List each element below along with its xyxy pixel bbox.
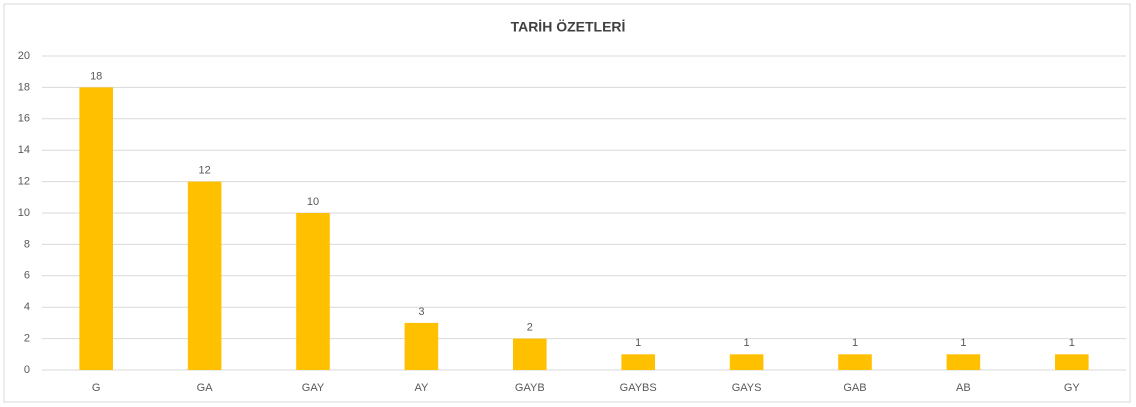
data-label: 1 xyxy=(635,337,641,349)
bar xyxy=(79,87,114,371)
data-label: 12 xyxy=(198,165,210,177)
y-tick-label: 2 xyxy=(24,333,30,345)
data-label: 10 xyxy=(307,196,319,208)
y-tick-label: 18 xyxy=(18,81,30,93)
bar xyxy=(946,354,981,370)
bar xyxy=(296,213,330,370)
chart-title: TARİH ÖZETLERİ xyxy=(511,19,626,35)
y-tick-label: 8 xyxy=(24,238,30,250)
bar xyxy=(729,354,764,370)
bar xyxy=(838,354,872,370)
x-tick-label: GAB xyxy=(843,382,866,394)
bar xyxy=(404,322,439,370)
y-tick-label: 16 xyxy=(18,113,30,125)
data-label: 3 xyxy=(418,306,424,318)
data-label: 18 xyxy=(90,70,102,82)
x-tick-label: GAYS xyxy=(732,382,762,394)
data-label: 1 xyxy=(852,337,858,349)
bar xyxy=(512,338,547,370)
x-tick-label: GA xyxy=(197,382,214,394)
data-label: 1 xyxy=(744,337,750,349)
y-tick-label: 12 xyxy=(18,176,30,188)
bar xyxy=(621,354,656,370)
data-label: 2 xyxy=(527,322,533,334)
x-tick-label: AB xyxy=(956,382,971,394)
x-tick-label: GAY xyxy=(302,382,325,394)
x-tick-label: AY xyxy=(414,382,429,394)
y-tick-label: 6 xyxy=(24,270,30,282)
y-tick-label: 10 xyxy=(18,207,30,219)
y-tick-label: 20 xyxy=(18,50,30,62)
data-label: 1 xyxy=(1069,337,1075,349)
data-label: 1 xyxy=(960,337,966,349)
x-tick-label: GAYB xyxy=(515,382,545,394)
y-tick-label: 14 xyxy=(18,144,30,156)
x-tick-label: GY xyxy=(1064,382,1081,394)
y-tick-label: 0 xyxy=(24,364,30,376)
y-tick-label: 4 xyxy=(24,301,30,313)
x-tick-label: GAYBS xyxy=(620,382,657,394)
x-tick-label: G xyxy=(92,382,101,394)
bar xyxy=(187,181,222,370)
bar xyxy=(1054,354,1089,370)
